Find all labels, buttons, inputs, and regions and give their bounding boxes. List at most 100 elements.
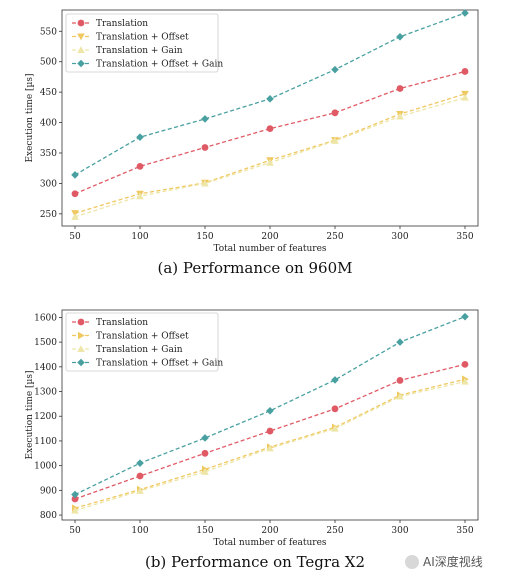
chart-a-series-3-point [461, 9, 469, 17]
chart-a-x-tick-label: 300 [391, 232, 408, 242]
chart-a-series-2-point [71, 213, 79, 220]
chart-a-x-tick-label: 250 [326, 232, 343, 242]
chart-b-y-tick-label: 1200 [34, 412, 57, 422]
chart-b-x-tick-label: 350 [456, 526, 473, 536]
chart-b-y-tick-label: 1600 [34, 313, 57, 323]
chart-a-x-tick-label: 100 [131, 232, 148, 242]
chart-a-legend-marker [77, 19, 85, 27]
caption-b: (b) Performance on Tegra X2 [145, 553, 365, 571]
chart-b-x-tick-label: 250 [326, 526, 343, 536]
chart-b-series-0-point [201, 449, 209, 457]
chart-b-series-0-point [396, 377, 404, 384]
chart-a-x-tick-label: 350 [456, 232, 473, 242]
chart-b-legend-box [65, 312, 219, 372]
chart-b-x-tick-label: 300 [391, 526, 408, 536]
chart-b-series-0-point [71, 495, 79, 503]
chart-a-series-3-point [201, 115, 209, 123]
chart-a-legend: Translation Translation + Offset Translati… [65, 13, 223, 73]
chart-a-y-tick-label: 550 [40, 27, 57, 37]
chart-a-y-tick-label: 350 [40, 149, 57, 159]
chart-b-y-tick-label: 800 [40, 511, 57, 521]
watermark: AI深度视线 [405, 554, 483, 569]
chart-b-series-3-point [396, 338, 404, 346]
chart-b-series-3-point [461, 312, 469, 321]
chart-a-series-2-point [461, 93, 469, 101]
chart-a-legend-label: Translation + Offset + Gain [96, 60, 223, 70]
chart-a-x-tick-label: 150 [196, 232, 213, 242]
chart-a-series-2-point [136, 192, 144, 200]
chart-b-y-tick-label: 1300 [34, 388, 57, 398]
chart-a-series-3-point [71, 171, 79, 179]
chart-a-series-2-point [396, 112, 404, 120]
chart-b-series-2-point [136, 487, 144, 494]
chart-a-series-line-1 [74, 93, 466, 214]
chart-b-legend-label: Translation [96, 318, 148, 328]
chart-a-series-3-point [266, 95, 274, 103]
chart-a-y-axis-label: Execution time [µs] [25, 73, 35, 162]
chart-a-x-axis-label: Total number of features [213, 244, 326, 254]
chart-a-series-0-point [331, 109, 339, 117]
chart-b-x-tick-label: 200 [261, 526, 278, 536]
chart-b-y-tick-label: 1500 [34, 338, 57, 348]
chart-b-series-0-point [331, 405, 339, 413]
chart-b-x-tick-label: 150 [196, 526, 213, 536]
chart-b-legend: Translation Translation + Offset Translati… [65, 312, 223, 372]
chart-b-series-0-point [461, 360, 469, 368]
chart-a-series-0-point [136, 162, 144, 170]
chart-b-series-line-1 [74, 378, 466, 509]
chart-b-legend-label: Translation + Offset [96, 332, 189, 342]
chart-b-series-3-point [201, 434, 209, 442]
chart-b-series-0-point [266, 427, 274, 435]
chart-b-series-2-point [331, 424, 339, 432]
chart-b: 50 100 150 200 250 300 350 800 900 1000 1100 1200 13… [25, 309, 479, 548]
chart-b-series-3-point [331, 376, 339, 384]
chart-a-series-0-point [71, 190, 79, 198]
chart-b-y-tick-label: 1000 [34, 462, 57, 472]
chart-b-y-axis-label: Execution time [µs] [25, 370, 35, 459]
chart-b-series-2-point [266, 444, 274, 452]
chart-a-series-0-point [461, 68, 469, 75]
chart-b-series-2-point [461, 377, 469, 385]
chart-a-legend-marker [77, 33, 85, 41]
chart-b-x-tick-label: 100 [131, 526, 148, 536]
chart-b-legend-marker [77, 345, 85, 353]
chart-a-legend-label: Translation + Offset [96, 33, 189, 43]
chart-a-x-tick-label: 200 [261, 232, 278, 242]
chart-a-series-3-point [136, 133, 144, 141]
chart-a-legend-marker [77, 59, 85, 68]
chart-b-series-2-point [396, 392, 404, 400]
chart-b-series-0-point [136, 472, 144, 480]
chart-a-x-tick-label: 50 [69, 232, 81, 242]
chart-b-legend-marker [77, 331, 85, 340]
chart-a-series-0-point [201, 144, 209, 151]
chart-b-legend-label: Translation + Offset + Gain [96, 359, 223, 369]
chart-a-y-tick-label: 450 [40, 88, 57, 98]
chart-b-series-2-point [71, 506, 79, 514]
chart-b-y-tick-label: 900 [40, 486, 57, 496]
chart-b-x-tick-label: 50 [69, 526, 81, 536]
chart-b-legend-label: Translation + Gain [96, 345, 183, 355]
chart-a-series-line-2 [74, 96, 466, 218]
chart-a-series-2-point [201, 179, 209, 187]
chart-b-series-3-point [266, 407, 274, 415]
chart-a-y-tick-label: 300 [40, 179, 57, 189]
chart-a-y-tick-label: 500 [40, 58, 57, 68]
chart-a-series-3-point [396, 32, 404, 41]
watermark-logo-icon [405, 555, 419, 569]
chart-a-legend-label: Translation + Gain [96, 46, 183, 56]
chart-a-series-0-point [396, 85, 404, 92]
chart-a-legend-marker [77, 46, 85, 54]
chart-a-legend-box [65, 13, 219, 73]
watermark-text: AI深度视线 [423, 554, 483, 569]
chart-a-series-2-point [266, 158, 274, 166]
chart-a-series-3-point [331, 65, 339, 74]
chart-b-series-3-point [71, 490, 79, 499]
chart-a-y-tick-label: 400 [40, 119, 57, 129]
chart-b-legend-marker [77, 358, 85, 367]
caption-a: (a) Performance on 960M [158, 259, 353, 277]
chart-a-series-0-point [266, 125, 274, 133]
chart-a-series-line-0 [74, 70, 466, 195]
chart-b-x-axis-label: Total number of features [213, 538, 326, 548]
chart-a-legend-label: Translation [96, 19, 148, 29]
